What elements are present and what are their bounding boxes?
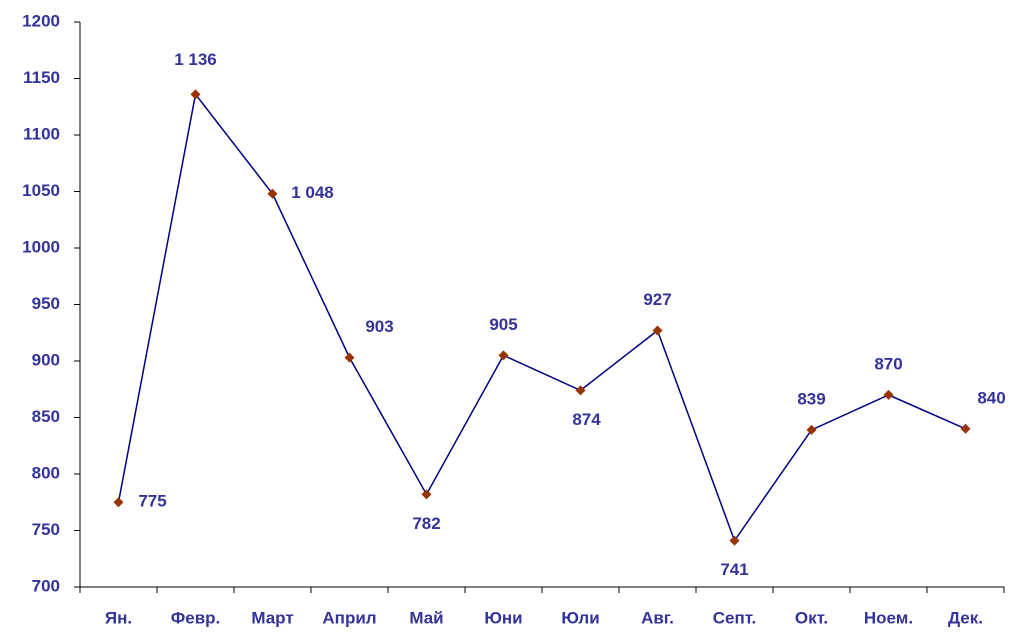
x-tick-label: Ян. (105, 608, 132, 627)
marker (883, 389, 894, 400)
x-tick-label: Окт. (795, 608, 828, 627)
marker (652, 325, 663, 336)
x-tick-label: Май (409, 608, 443, 627)
x-tick-label: Дек. (948, 608, 983, 627)
data-label: 903 (365, 317, 393, 336)
data-label: 905 (489, 315, 517, 334)
data-label: 741 (720, 560, 748, 579)
y-tick-label: 800 (32, 463, 60, 482)
line (117, 92, 966, 543)
y-tick-label: 700 (32, 576, 60, 595)
data-label: 775 (138, 492, 166, 511)
x-tick-label: Авг. (641, 608, 674, 627)
marker (806, 424, 817, 435)
data-label: 782 (412, 514, 440, 533)
marker (190, 89, 201, 100)
y-tick-label: 1100 (23, 124, 60, 143)
x-tick-label: Юли (561, 608, 599, 627)
y-tick-label: 1000 (22, 237, 60, 256)
y-tick-label: 1050 (22, 181, 60, 200)
marker (498, 350, 509, 361)
y-tick-label: 950 (32, 294, 60, 313)
data-label: 870 (874, 354, 902, 373)
x-tick-label: Март (251, 608, 293, 627)
data-label: 1 136 (174, 50, 217, 69)
marker (421, 489, 432, 500)
y-tick-label: 1200 (22, 11, 60, 30)
marker (113, 497, 124, 508)
x-tick-label: Ноем. (864, 608, 913, 627)
y-tick-label: 900 (32, 350, 60, 369)
x-tick-label: Април (322, 608, 376, 627)
x-tick-label: Юни (484, 608, 522, 627)
x-tick-label: Септ. (713, 608, 757, 627)
data-label: 1 048 (291, 183, 334, 202)
data-label: 927 (643, 290, 671, 309)
y-tick-label: 1150 (23, 68, 60, 87)
marker (960, 423, 971, 434)
data-label: 839 (797, 389, 825, 408)
marker (267, 188, 278, 199)
y-tick-label: 750 (32, 520, 60, 539)
data-label: 874 (572, 410, 601, 429)
data-label: 840 (977, 388, 1005, 407)
marker (344, 352, 355, 363)
marker (729, 535, 740, 546)
y-tick-label: 850 (32, 407, 60, 426)
marker (575, 385, 586, 396)
x-tick-label: Февр. (171, 608, 221, 627)
